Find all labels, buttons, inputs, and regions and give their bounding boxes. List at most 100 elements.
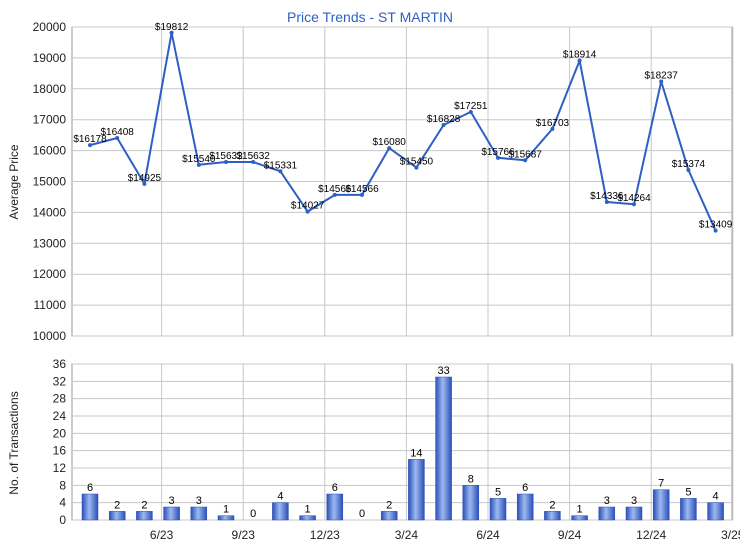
transactions-bar-label: 4: [713, 491, 719, 503]
transactions-bar: [81, 493, 99, 521]
x-tick-label: 12/24: [636, 528, 666, 542]
transactions-bar: [707, 502, 724, 521]
price-data-label: $18914: [563, 50, 597, 61]
x-tick-label: 12/23: [310, 528, 340, 542]
transactions-bar: [598, 506, 616, 521]
price-data-label: $14925: [128, 173, 162, 184]
price-point: [577, 58, 582, 63]
x-tick-label: 9/24: [558, 528, 582, 542]
price-point: [169, 30, 174, 35]
price-data-label: $14336: [590, 191, 624, 202]
transactions-bar: [408, 459, 425, 521]
price-data-label: $15450: [400, 157, 434, 168]
price-data-label: $18237: [645, 70, 679, 81]
price-data-label: $15374: [672, 159, 706, 170]
transactions-bar: [136, 511, 153, 521]
transactions-y-tick-label: 20: [53, 426, 67, 440]
transactions-bar-label: 0: [359, 508, 365, 520]
price-point: [686, 167, 691, 172]
transactions-bar: [625, 506, 643, 521]
transactions-bar-label: 33: [437, 365, 449, 377]
transactions-bar-label: 8: [468, 473, 474, 485]
price-data-label: $15331: [264, 160, 298, 171]
price-point: [332, 192, 337, 197]
price-y-tick-label: 14000: [33, 205, 67, 219]
x-tick-label: 9/23: [232, 528, 256, 542]
transactions-bar-label: 6: [522, 482, 528, 494]
price-data-label: $14027: [291, 201, 325, 212]
price-point: [550, 126, 555, 131]
transactions-bar: [299, 515, 316, 521]
price-point: [251, 159, 256, 164]
transactions-bar: [516, 493, 534, 521]
transactions-bar: [108, 511, 126, 521]
chart-title: Price Trends - ST MARTIN: [287, 9, 453, 25]
transactions-bar: [544, 511, 561, 521]
price-point: [278, 169, 283, 174]
transactions-bar: [217, 515, 235, 521]
transactions-bar-label: 3: [604, 495, 610, 507]
price-point: [305, 209, 310, 214]
price-data-label: $16080: [373, 137, 407, 148]
price-data-label: $16408: [101, 127, 135, 138]
transactions-y-tick-label: 0: [59, 513, 66, 527]
price-y-tick-label: 16000: [33, 144, 67, 158]
transactions-bar-label: 6: [87, 482, 93, 494]
transactions-y-tick-label: 8: [59, 478, 66, 492]
price-point: [496, 155, 500, 160]
transactions-bar: [462, 485, 480, 521]
transactions-bar: [380, 511, 398, 521]
price-y-tick-label: 20000: [33, 20, 67, 34]
transactions-bar: [571, 515, 588, 521]
price-point: [659, 79, 664, 84]
price-data-label: $13409: [699, 220, 733, 231]
price-data-label: $15632: [237, 151, 271, 162]
price-y-tick-label: 13000: [33, 236, 67, 250]
transactions-bar: [652, 489, 670, 521]
x-tick-label: 6/23: [150, 528, 174, 542]
price-point: [414, 165, 419, 170]
transactions-bar: [190, 506, 208, 521]
price-y-tick-label: 10000: [33, 329, 67, 343]
price-point: [713, 228, 718, 233]
transactions-bar-label: 1: [577, 504, 583, 516]
transactions-bar-label: 1: [305, 504, 311, 516]
price-point: [468, 109, 473, 114]
transactions-bar-label: 4: [277, 491, 283, 503]
transactions-bar-label: 2: [386, 499, 392, 511]
transactions-y-tick-label: 28: [53, 392, 67, 406]
transactions-plot-area: [71, 363, 733, 521]
price-data-label: $14566: [318, 184, 352, 195]
price-y-tick-label: 17000: [33, 113, 67, 127]
price-point: [115, 135, 120, 140]
x-tick-label: 3/24: [395, 528, 419, 542]
y-axis-title-transactions: No. of Transactions: [7, 391, 21, 494]
price-point: [142, 181, 147, 186]
transactions-bar-label: 1: [223, 504, 229, 516]
transactions-bar: [272, 502, 289, 521]
transactions-bar-label: 2: [114, 499, 120, 511]
price-series-line: [89, 31, 717, 232]
transactions-bar-label: 2: [549, 499, 555, 511]
price-y-tick-label: 19000: [33, 51, 67, 65]
transactions-bar-label: 6: [332, 482, 338, 494]
price-line-panel: 10000 11000 12000 13000 14000 15000 16000 17000…: [33, 20, 734, 343]
y-axis-title-price: Average Price: [7, 144, 21, 219]
transactions-y-tick-label: 24: [53, 409, 67, 423]
transactions-bar: [489, 498, 507, 521]
price-y-tick-label: 11000: [34, 298, 67, 312]
transactions-bar: [326, 493, 344, 521]
transactions-y-tick-label: 32: [53, 374, 67, 388]
transactions-bar-label: 3: [631, 495, 637, 507]
transactions-bar: [435, 376, 452, 521]
transactions-bar-label: 3: [196, 495, 202, 507]
price-point: [441, 123, 446, 128]
transactions-bar: [163, 506, 180, 521]
price-data-label: $14264: [617, 193, 651, 204]
price-data-label: $16178: [73, 134, 107, 145]
price-data-label: $17251: [454, 101, 488, 112]
price-point: [360, 192, 364, 197]
price-point: [523, 158, 528, 163]
